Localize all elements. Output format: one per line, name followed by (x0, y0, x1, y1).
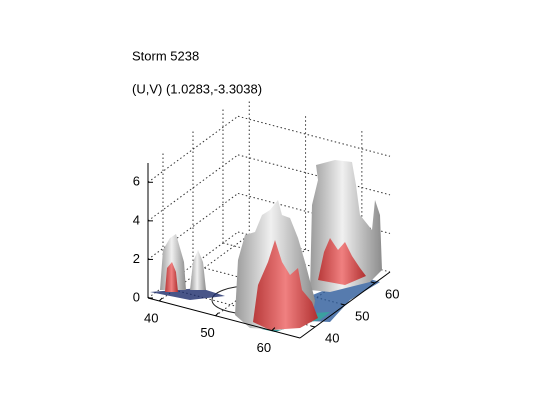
red-surface (253, 240, 318, 330)
y-tick-label: 60 (385, 286, 399, 301)
x-tick-label: 50 (200, 325, 214, 340)
tick-mark (310, 325, 316, 328)
z-tick-label: 4 (133, 212, 140, 227)
y-tick-label: 50 (355, 308, 369, 323)
grid-line (237, 115, 391, 157)
tick-mark (370, 281, 376, 284)
axis-layer: 0 2 4 6 40 50 60 40 50 60 (133, 163, 399, 355)
chart-title: Storm 5238 (132, 48, 199, 63)
x-tick-label: 60 (257, 340, 271, 355)
chart-subtitle: (U,V) (1.0283,-3.3038) (132, 81, 262, 96)
x-axis (147, 297, 301, 339)
x-tick-label: 40 (144, 310, 158, 325)
grid-line (237, 154, 391, 196)
isosurfaces (150, 160, 382, 332)
tick-mark (340, 303, 346, 306)
red-surface (165, 262, 178, 292)
grid-line (147, 231, 239, 299)
z-tick-label: 0 (133, 289, 140, 304)
red-surface (318, 238, 366, 285)
y-tick-label: 40 (325, 330, 339, 345)
gray-surface (190, 250, 206, 290)
grid-line (158, 234, 250, 302)
tick-mark (215, 312, 219, 317)
grid-line (147, 154, 239, 222)
grid-line (147, 115, 239, 183)
z-tick-label: 6 (133, 174, 140, 189)
z-tick-label: 2 (133, 251, 140, 266)
grid-line (147, 193, 239, 260)
tick-mark (158, 297, 163, 302)
tick-mark (271, 327, 276, 331)
